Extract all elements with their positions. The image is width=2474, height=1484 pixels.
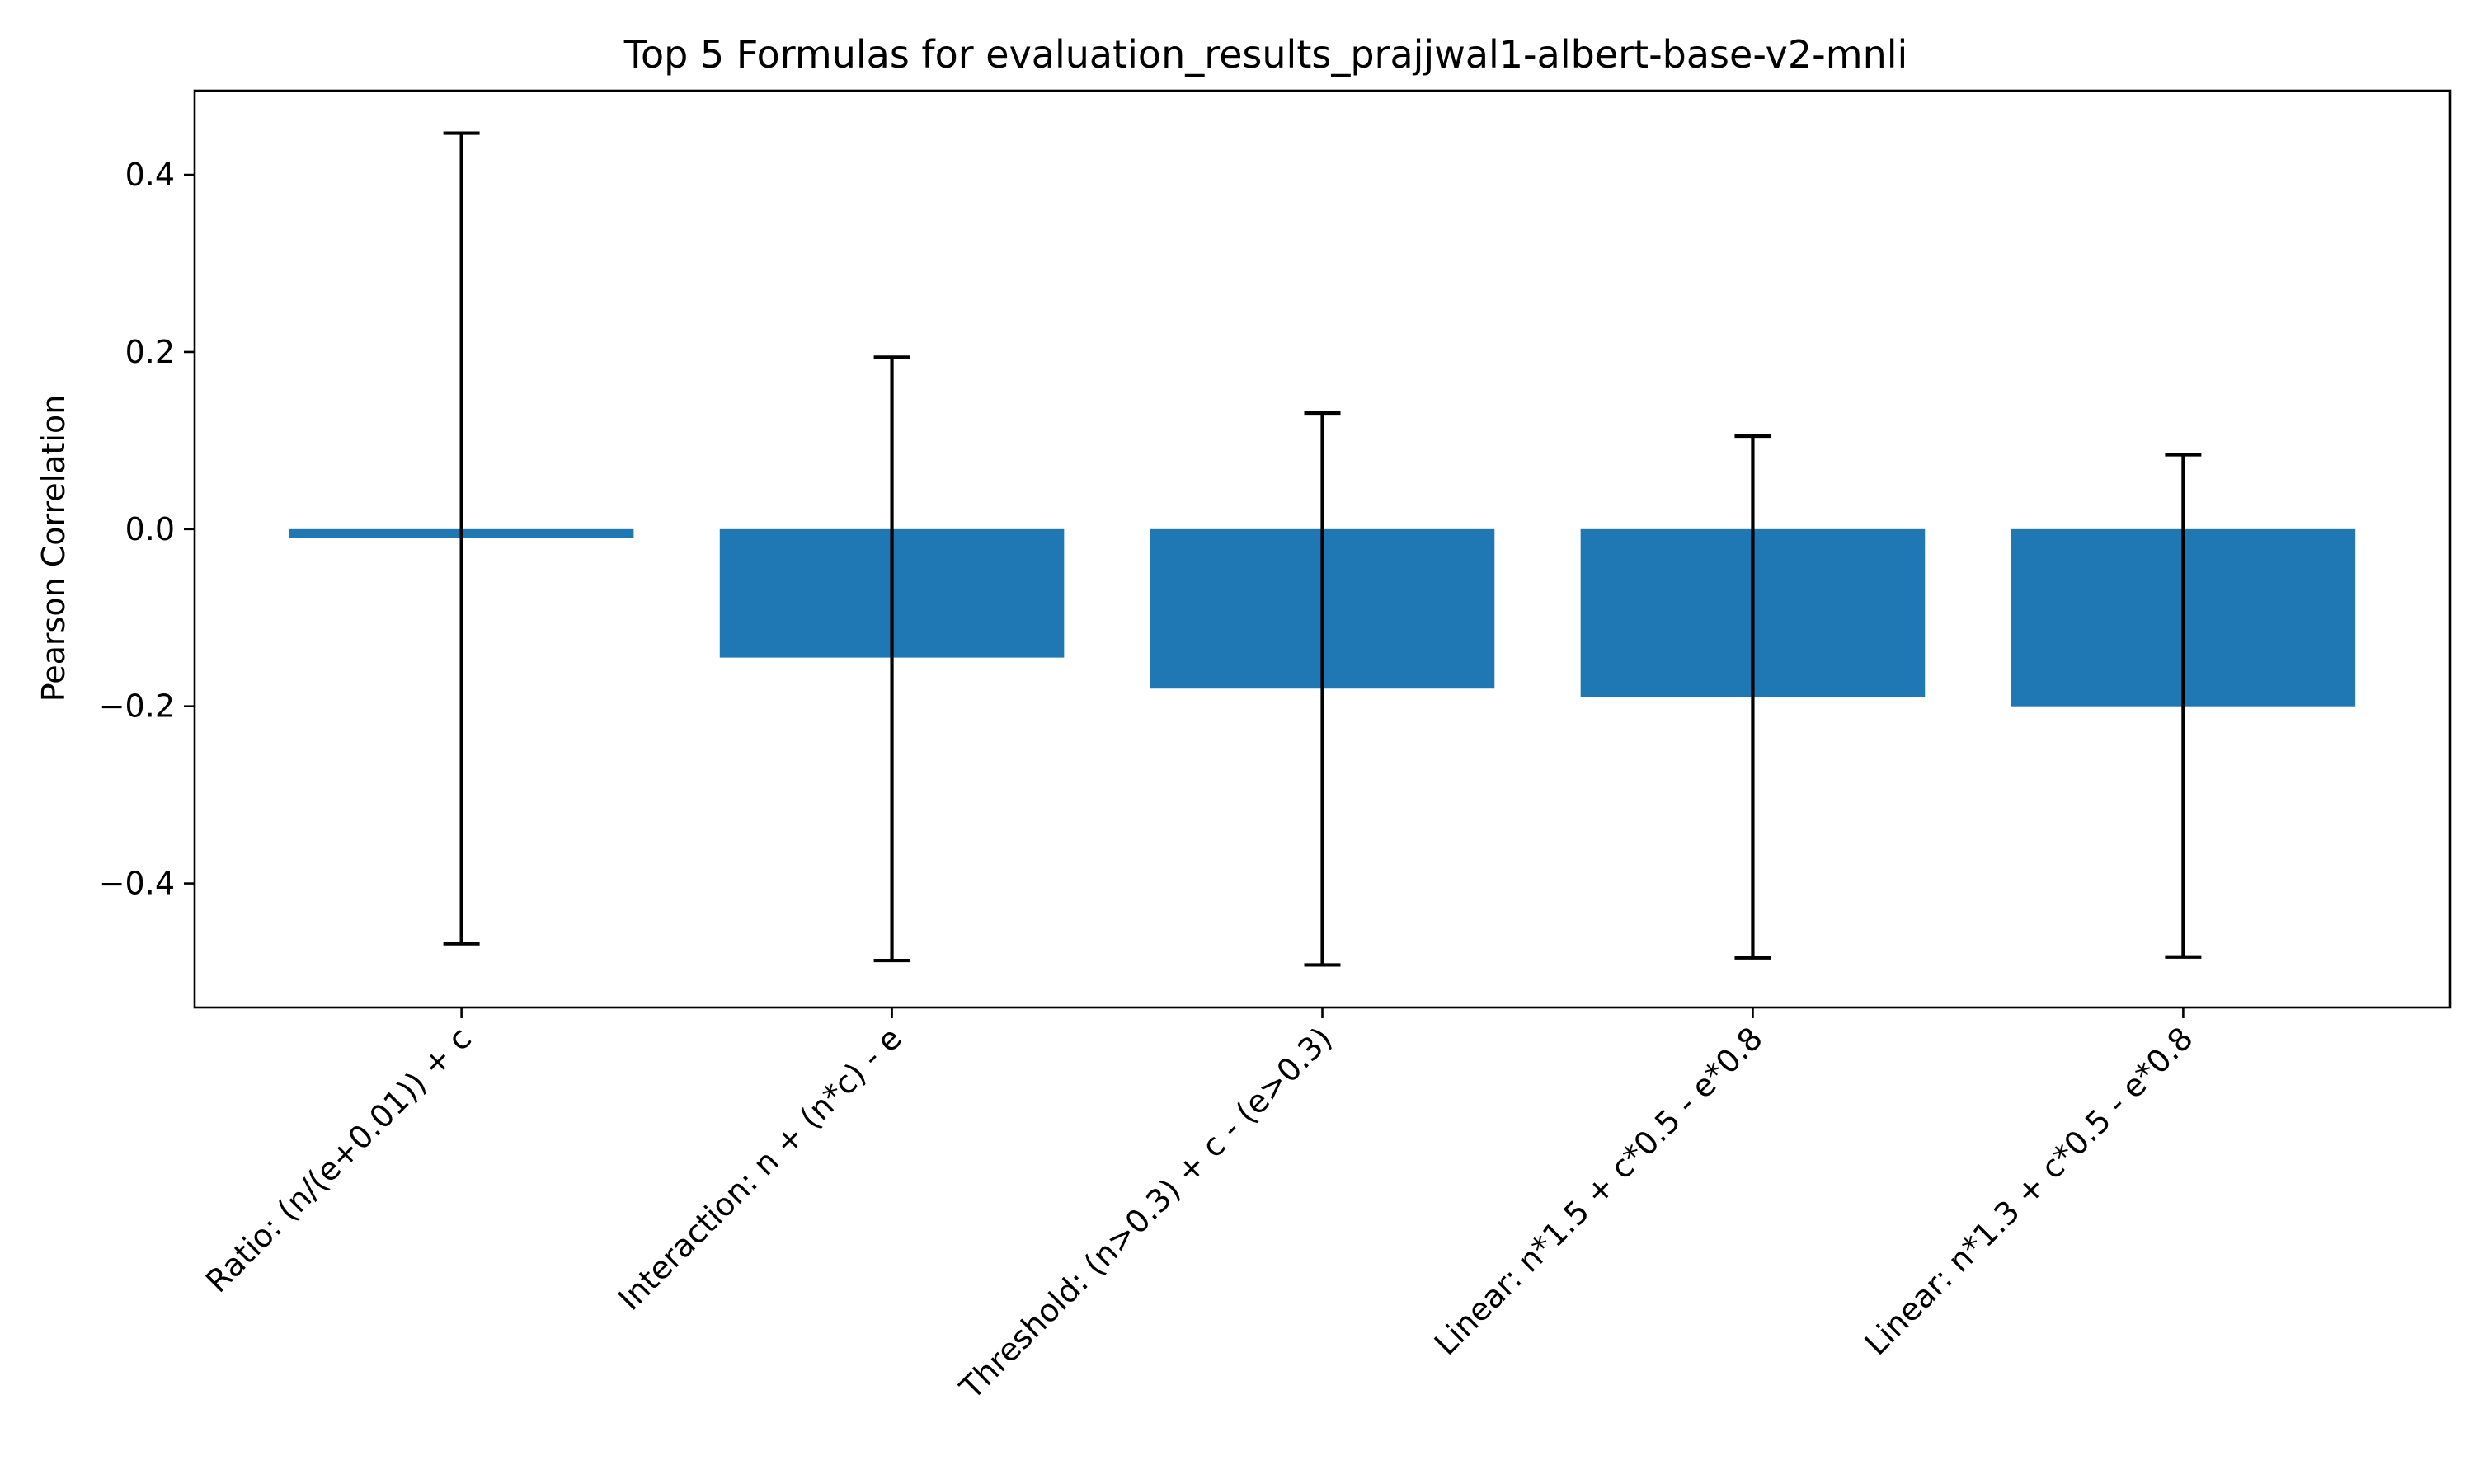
x-tick-label: Interaction: n + (n*c) - e [611,1020,909,1317]
y-tick-label: −0.2 [99,688,175,725]
y-tick-label: −0.4 [99,866,175,902]
x-tick-label: Ratio: (n/(e+0.01)) + c [199,1020,478,1299]
x-tick-label: Linear: n*1.3 + c*0.5 - e*0.8 [1858,1020,2200,1362]
chart-title: Top 5 Formulas for evaluation_results_pr… [623,32,1908,77]
x-tick-label: Linear: n*1.5 + c*0.5 - e*0.8 [1427,1020,1770,1362]
x-tick-label: Threshold: (n>0.3) + c - (e>0.3) [952,1020,1339,1407]
plot-area: −0.4 −0.2 0.0 0.2 0.4 Ratio: (n/(e+0.01)) + c… [99,131,2356,1407]
y-axis-label: Pearson Correlation [35,395,72,702]
axes-frame [193,89,2452,1009]
y-tick-label: 0.4 [125,157,175,193]
y-tick-label: 0.0 [125,511,175,547]
y-tick-label: 0.2 [125,334,175,370]
